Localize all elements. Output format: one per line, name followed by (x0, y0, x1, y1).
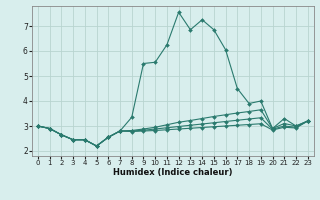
X-axis label: Humidex (Indice chaleur): Humidex (Indice chaleur) (113, 168, 233, 177)
